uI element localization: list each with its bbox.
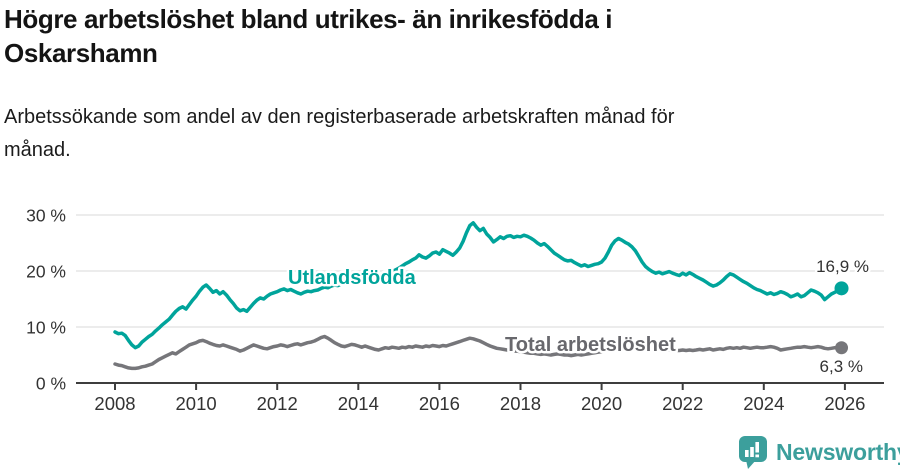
page-title: Högre arbetslöshet bland utrikes- än inr… [4,2,884,70]
y-tick-label: 0 % [36,374,66,394]
page-subtitle-line2: månad. [4,139,71,161]
x-tick-label: 2008 [94,393,135,414]
line-chart-svg: 0 % 10 % 20 % 30 % 2008 2010 2012 2014 2016 2018 2… [26,206,884,414]
y-tick-label: 10 % [26,318,66,338]
x-tick-label: 2010 [176,393,217,414]
page-title-line2: Oskarshamn [4,38,158,68]
page-subtitle: Arbetssökande som andel av den registerb… [4,101,884,167]
newsworthy-logo[interactable]: Newsworthy [738,435,900,470]
x-tick-label: 2020 [581,393,622,414]
y-tick-label: 20 % [26,262,66,282]
page-title-line1: Högre arbetslöshet bland utrikes- än inr… [4,4,613,34]
x-tick-label: 2022 [662,393,703,414]
line-chart: 0 % 10 % 20 % 30 % 2008 2010 2012 2014 2016 2018 2… [0,188,900,428]
series-line-utlandsfodda [113,221,844,350]
series-end-dot-total-arbetsloshet [835,341,849,355]
x-tick-label: 2018 [500,393,541,414]
x-tick-label: 2016 [419,393,460,414]
series-label-utlandsfodda: Utlandsfödda [288,267,417,289]
end-value-label-total-arbetsloshet: 6,3 % [820,357,863,376]
end-value-label-utlandsfodda: 16,9 % [816,257,869,276]
y-tick-label: 30 % [26,206,66,226]
series-line-total-arbetsloshet [113,334,844,371]
x-tick-label: 2026 [824,393,865,414]
bar-chart-speech-bubble-icon [739,436,767,469]
x-tick-label: 2024 [743,393,784,414]
newsworthy-logo-text: Newsworthy [776,439,900,465]
series-label-total-arbetsloshet: Total arbetslöshet [505,334,676,356]
series-end-dot-utlandsfodda [834,281,849,296]
x-tick-label: 2012 [257,393,298,414]
x-tick-label: 2014 [338,393,379,414]
page-subtitle-line1: Arbetssökande som andel av den registerb… [4,106,675,128]
